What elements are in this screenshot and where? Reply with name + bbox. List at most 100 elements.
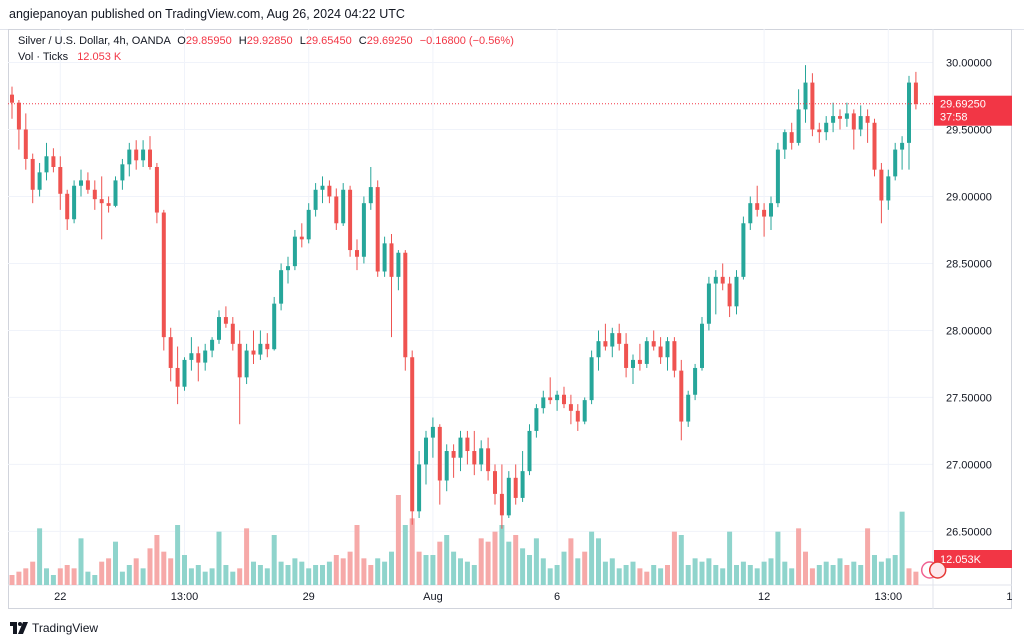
volume-bar (789, 568, 795, 585)
low-label: L (299, 35, 306, 47)
volume-bar (251, 561, 256, 585)
volume-bar (533, 538, 539, 585)
volume-bar (609, 558, 615, 585)
volume-bar (492, 531, 498, 585)
volume-bar (582, 551, 588, 585)
tradingview-logo-icon (10, 622, 28, 634)
candle (286, 256, 290, 284)
candle-body (541, 397, 546, 409)
candle-body (810, 82, 815, 130)
candle-body (624, 343, 629, 368)
candle-body (148, 149, 152, 167)
volume-bar (906, 568, 912, 585)
candle (120, 158, 125, 190)
candle (237, 330, 242, 425)
candle-body (286, 266, 290, 271)
candle-body (493, 471, 497, 494)
candle (589, 350, 594, 405)
volume-bar (865, 528, 871, 585)
volume-bar (216, 531, 222, 585)
candle-body (720, 276, 725, 284)
volume-bar (182, 555, 187, 585)
candle (258, 330, 263, 360)
candle-body (161, 212, 166, 338)
volume-bar (796, 528, 802, 585)
candle (313, 183, 318, 217)
candle-body (631, 359, 635, 368)
candle-body (451, 451, 456, 458)
candle-body (513, 477, 518, 498)
candle (148, 136, 152, 170)
volume-bar (271, 535, 277, 585)
symbol-title[interactable]: Silver / U.S. Dollar, 4h, OANDA (18, 35, 171, 47)
volume-bar (237, 568, 243, 585)
candle (720, 263, 725, 291)
candle (706, 276, 711, 331)
candle-body (403, 252, 408, 358)
candle-body (831, 116, 836, 123)
candle (279, 263, 284, 311)
candle (382, 236, 387, 277)
volume-bar (306, 568, 312, 585)
volume-value: 12.053 K (77, 51, 122, 63)
candle (368, 166, 373, 210)
candle-body (548, 397, 553, 401)
candle (85, 172, 90, 194)
candle (341, 183, 346, 226)
volume-bar (692, 558, 698, 585)
candle-body (486, 448, 491, 472)
candle-body (872, 122, 877, 170)
price-tick-label: 28.50000 (946, 258, 992, 270)
candle-body (223, 317, 228, 324)
candle-body (562, 394, 566, 405)
candle (189, 337, 194, 371)
close-value: 29.69250 (366, 35, 413, 47)
candle-body (154, 166, 159, 213)
candle-body (817, 129, 822, 133)
volume-bar (402, 525, 408, 585)
candle (23, 113, 28, 170)
volume-bar (78, 538, 84, 585)
candle-body (706, 283, 711, 324)
volume-title[interactable]: Vol · Ticks (18, 51, 69, 63)
candle-body (44, 156, 49, 173)
volume-bar (50, 575, 56, 585)
candle (734, 270, 739, 315)
volume-bar (423, 555, 429, 585)
candle-body (534, 408, 539, 431)
candle-body (389, 243, 394, 277)
volume-bar (430, 555, 436, 585)
candle (292, 229, 297, 271)
candle-body (120, 164, 125, 181)
candle (327, 180, 332, 204)
volume-bar (202, 571, 208, 585)
price-chart[interactable]: 30.00000 29.50000 29.00000 28.50000 28.00000… (8, 29, 1012, 609)
candle-body (141, 149, 146, 161)
candle (637, 343, 642, 371)
candle (568, 394, 573, 425)
candle-body (217, 317, 221, 340)
candle-body (16, 102, 21, 130)
price-axis[interactable]: 30.00000 29.50000 29.00000 28.50000 28.00000… (946, 57, 992, 538)
price-tick-label: 27.00000 (946, 459, 992, 471)
candle-body (596, 341, 601, 358)
tradingview-brand[interactable]: TradingView (32, 621, 99, 635)
candle (679, 359, 684, 441)
volume-bar (561, 551, 567, 585)
candle (900, 136, 905, 170)
volume-bar (382, 561, 388, 585)
candle-body (134, 149, 139, 161)
volume-bar (547, 568, 553, 585)
candle-body (341, 189, 346, 224)
candle-body (127, 149, 132, 165)
volume-bar (223, 565, 229, 585)
candle-body (575, 410, 580, 422)
volume-bar (823, 561, 829, 585)
candle-body (472, 451, 477, 465)
candle (624, 333, 629, 378)
candle-body (617, 333, 622, 344)
candle (872, 118, 877, 177)
volume-bar (71, 568, 77, 585)
candles (10, 65, 918, 529)
